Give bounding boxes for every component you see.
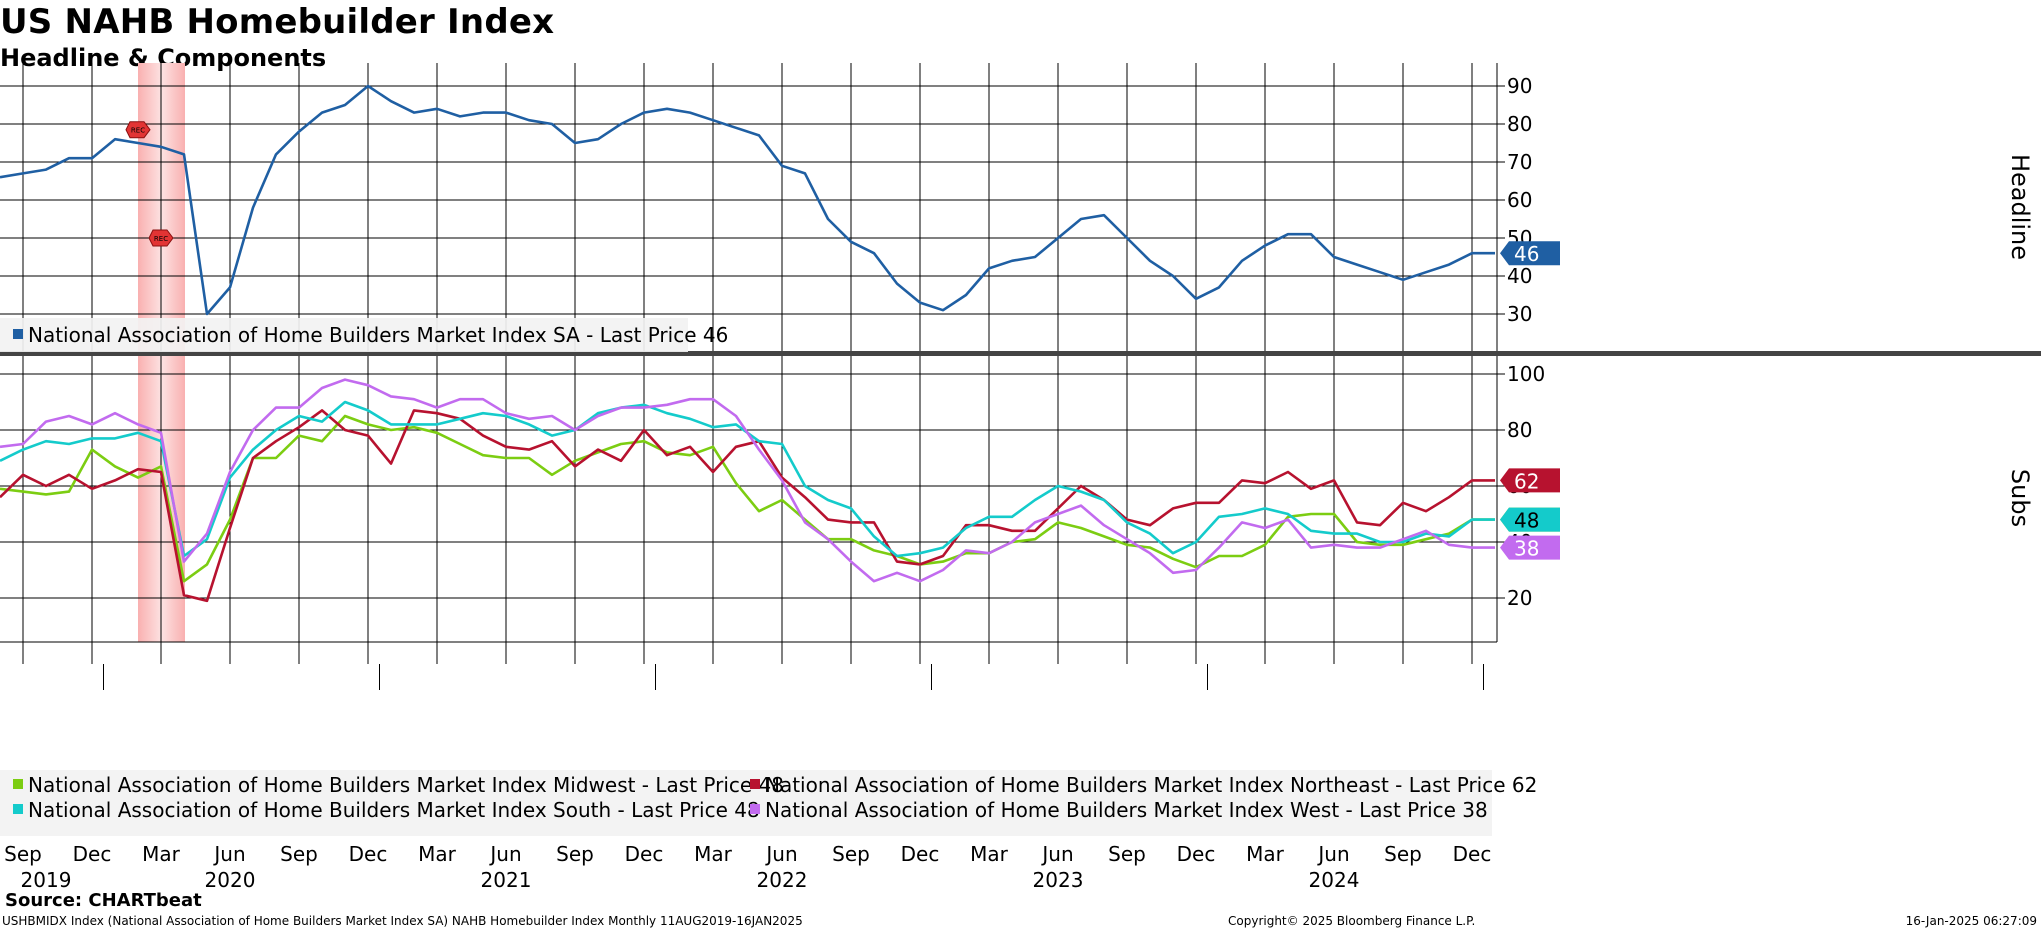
legend-label: National Association of Home Builders Ma…: [765, 798, 1488, 822]
x-tick-label: Mar: [142, 842, 181, 866]
legend-label: National Association of Home Builders Ma…: [765, 773, 1537, 797]
recession-marker: [148, 229, 174, 247]
x-year-label: 2021: [481, 868, 532, 892]
y-tick-label: 80: [1507, 418, 1532, 442]
panel-divider: [0, 351, 2041, 356]
y-tick-label: 80: [1507, 112, 1532, 136]
last-value-flag: [1500, 535, 1560, 560]
legend-background: [0, 318, 688, 352]
last-value-label: 48: [1514, 509, 1539, 533]
footer-copyright: Copyright© 2025 Bloomberg Finance L.P.: [1228, 914, 1476, 928]
last-value-label: 38: [1514, 537, 1539, 561]
recession-marker-label: REC: [154, 235, 168, 243]
x-tick-label: Mar: [418, 842, 457, 866]
x-tick-label: Jun: [212, 842, 245, 866]
x-tick-label: Dec: [901, 842, 940, 866]
last-value-label: 46: [1514, 242, 1539, 266]
legend-background: [0, 770, 1492, 836]
last-value-label: 62: [1514, 469, 1539, 493]
recession-marker: [125, 121, 151, 139]
legend-swatch: [13, 779, 23, 789]
series-line: [0, 84, 1495, 316]
legend-swatch: [750, 779, 760, 789]
recession-marker-label: REC: [131, 127, 145, 135]
x-year-label: 2019: [21, 868, 72, 892]
chart-title: US NAHB Homebuilder Index: [0, 2, 555, 42]
x-tick-label: Sep: [832, 842, 870, 866]
x-year-label: 2023: [1033, 868, 1084, 892]
x-tick-label: Dec: [73, 842, 112, 866]
footer-ticker-info: USHBMIDX Index (National Association of …: [2, 914, 803, 928]
x-tick-label: Mar: [970, 842, 1009, 866]
x-tick-label: Sep: [1384, 842, 1422, 866]
legend-label: National Association of Home Builders Ma…: [28, 773, 784, 797]
x-tick-label: Dec: [625, 842, 664, 866]
legend-swatch: [750, 804, 760, 814]
x-tick-label: Mar: [1246, 842, 1285, 866]
footer-timestamp: 16-Jan-2025 06:27:09: [1905, 914, 2037, 928]
legend-swatch: [13, 804, 23, 814]
y-tick-label: 20: [1507, 586, 1532, 610]
x-tick-label: Sep: [556, 842, 594, 866]
y-tick-label: 30: [1507, 302, 1532, 326]
last-value-flag: [1500, 507, 1560, 532]
legend-label: National Association of Home Builders Ma…: [28, 323, 728, 347]
x-year-label: 2022: [757, 868, 808, 892]
series-line: [0, 378, 1495, 583]
y-tick-label: 40: [1507, 264, 1532, 288]
y-tick-label: 60: [1507, 188, 1532, 212]
y-axis-title: Subs: [2006, 469, 2034, 527]
x-tick-label: Sep: [280, 842, 318, 866]
x-tick-label: Mar: [694, 842, 733, 866]
x-tick-label: Dec: [1453, 842, 1492, 866]
last-value-flag: [1500, 468, 1560, 493]
y-tick-label: 70: [1507, 150, 1532, 174]
series-line: [0, 414, 1495, 583]
x-tick-label: Jun: [764, 842, 797, 866]
legend-label: National Association of Home Builders Ma…: [28, 798, 760, 822]
series-line: [0, 409, 1495, 603]
y-tick-label: 90: [1507, 74, 1532, 98]
y-tick-label: 100: [1507, 362, 1545, 386]
x-tick-label: Jun: [488, 842, 521, 866]
last-value-flag: [1500, 241, 1560, 266]
x-year-label: 2024: [1309, 868, 1360, 892]
y-axis-title: Headline: [2006, 154, 2034, 260]
x-tick-label: Dec: [1177, 842, 1216, 866]
x-tick-label: Jun: [1040, 842, 1073, 866]
x-tick-label: Dec: [349, 842, 388, 866]
legend-swatch: [13, 329, 23, 339]
x-tick-label: Sep: [4, 842, 42, 866]
source-label: Source: CHARTbeat: [5, 890, 202, 911]
x-tick-label: Sep: [1108, 842, 1146, 866]
x-year-label: 2020: [205, 868, 256, 892]
x-tick-label: Jun: [1316, 842, 1349, 866]
